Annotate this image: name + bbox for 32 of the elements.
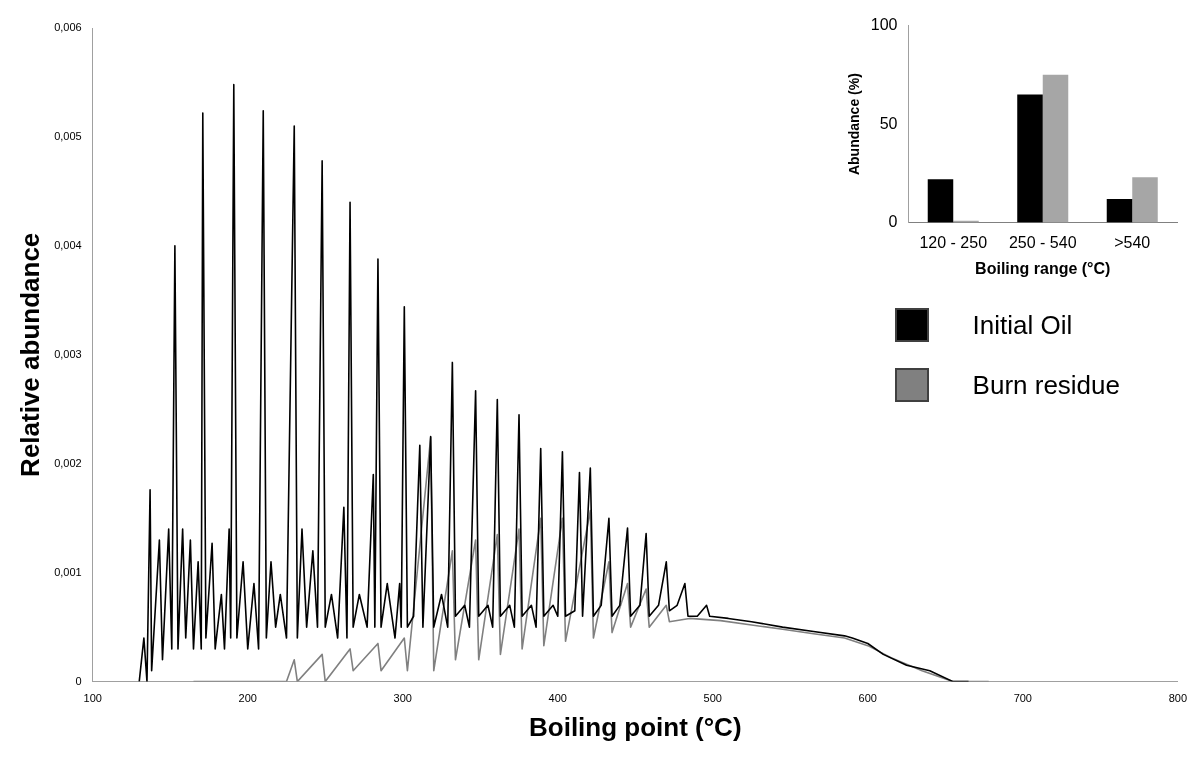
y-tick-label: 0,003: [54, 347, 82, 360]
y-tick-label: 0,004: [54, 238, 82, 251]
x-tick-label: 700: [1013, 692, 1032, 705]
x-tick-label: 120 - 250: [919, 233, 988, 251]
x-tick-label: 500: [703, 692, 722, 705]
bar: [1106, 198, 1133, 223]
bar: [1017, 94, 1043, 223]
y-tick-label: 50: [879, 114, 898, 132]
y-tick-label: 0,005: [54, 129, 82, 142]
x-tick-label: 100: [83, 692, 102, 705]
y-tick-label: 0,006: [54, 21, 82, 34]
y-tick-label: 0: [75, 674, 82, 687]
bar: [1132, 177, 1158, 223]
x-tick-label: >540: [1114, 233, 1151, 251]
x-tick-label: 300: [393, 692, 412, 705]
x-axis-title: Boiling range (°C): [975, 259, 1111, 277]
bar: [1042, 74, 1069, 223]
y-axis-title: Abundance (%): [846, 73, 863, 176]
legend-label: Burn residue: [972, 369, 1120, 401]
x-tick-label: 250 - 540: [1008, 233, 1077, 251]
x-axis-title: Boiling point (°C): [528, 711, 742, 742]
legend-label: Initial Oil: [972, 309, 1073, 341]
x-tick-label: 400: [548, 692, 567, 705]
y-tick-label: 100: [870, 16, 898, 34]
bar: [927, 179, 954, 223]
x-tick-label: 800: [1168, 692, 1187, 705]
x-tick-label: 200: [238, 692, 257, 705]
x-tick-label: 600: [858, 692, 877, 705]
y-tick-label: 0,002: [54, 456, 82, 469]
y-tick-label: 0: [888, 213, 898, 231]
y-tick-label: 0,001: [54, 565, 82, 578]
y-axis-title: Relative abundance: [14, 232, 45, 477]
